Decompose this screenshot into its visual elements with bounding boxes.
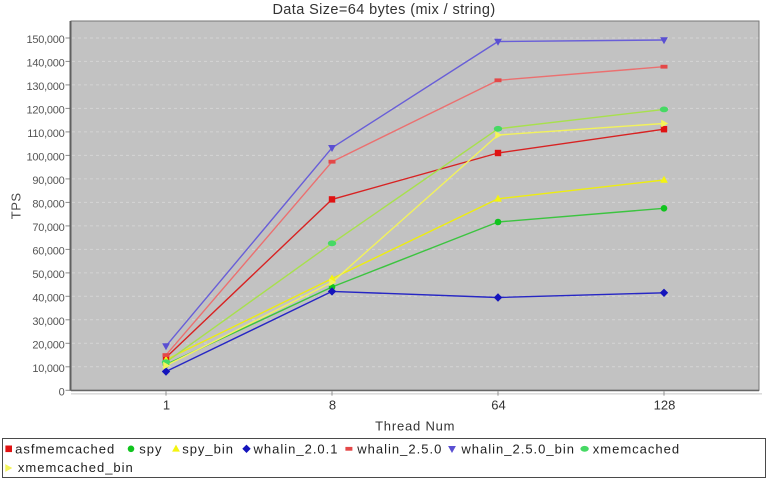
svg-text:70,000: 70,000 (32, 222, 64, 234)
svg-text:150,000: 150,000 (26, 34, 64, 46)
svg-text:40,000: 40,000 (32, 292, 64, 304)
svg-text:20,000: 20,000 (32, 339, 64, 351)
svg-text:whalin_2.5.0: whalin_2.5.0 (356, 442, 442, 457)
svg-text:130,000: 130,000 (26, 81, 64, 93)
svg-text:10,000: 10,000 (32, 363, 64, 375)
svg-text:Data Size=64 bytes (mix / stri: Data Size=64 bytes (mix / string) (272, 2, 495, 18)
svg-text:120,000: 120,000 (26, 104, 64, 116)
svg-text:TPS: TPS (8, 192, 23, 219)
svg-text:1: 1 (163, 398, 170, 413)
svg-text:30,000: 30,000 (32, 316, 64, 328)
svg-text:128: 128 (654, 398, 676, 413)
svg-text:8: 8 (329, 398, 336, 413)
svg-text:100,000: 100,000 (26, 151, 64, 163)
svg-text:xmemcached_bin: xmemcached_bin (18, 460, 134, 475)
svg-text:whalin_2.5.0_bin: whalin_2.5.0_bin (460, 442, 575, 457)
svg-text:90,000: 90,000 (32, 175, 64, 187)
svg-text:spy_bin: spy_bin (182, 442, 234, 457)
svg-text:50,000: 50,000 (32, 269, 64, 281)
svg-text:140,000: 140,000 (26, 57, 64, 69)
svg-text:asfmemcached: asfmemcached (15, 442, 115, 457)
svg-text:64: 64 (491, 398, 505, 413)
svg-text:0: 0 (59, 386, 65, 398)
svg-text:whalin_2.0.1: whalin_2.0.1 (253, 442, 339, 457)
svg-text:80,000: 80,000 (32, 198, 64, 210)
svg-text:spy: spy (139, 442, 162, 457)
svg-text:Thread Num: Thread Num (375, 419, 455, 434)
svg-text:xmemcached: xmemcached (593, 442, 680, 457)
svg-text:60,000: 60,000 (32, 245, 64, 257)
svg-text:110,000: 110,000 (27, 128, 64, 140)
